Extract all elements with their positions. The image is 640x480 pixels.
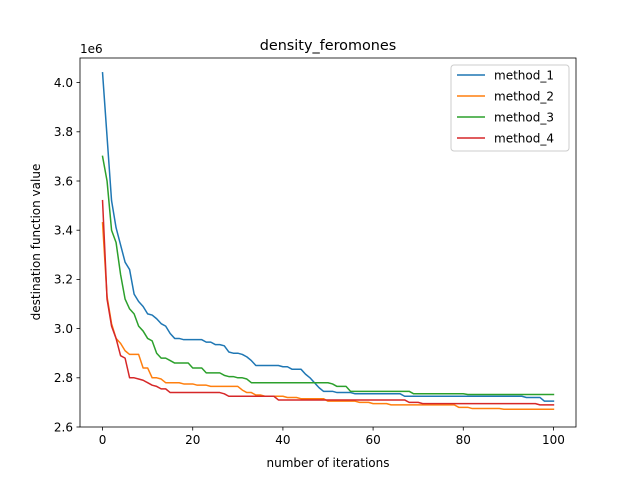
y-tick-label: 4.0 (54, 76, 73, 90)
y-offset-label: 1e6 (80, 42, 103, 56)
legend-label-method_3: method_3 (494, 110, 554, 124)
legend-label-method_4: method_4 (494, 131, 554, 145)
x-tick-label: 100 (542, 433, 565, 447)
chart-title: density_feromones (260, 38, 397, 54)
x-tick-label: 40 (275, 433, 290, 447)
x-axis-title: number of iterations (267, 456, 390, 470)
y-tick-label: 3.6 (54, 174, 73, 188)
x-tick-label: 0 (99, 433, 107, 447)
y-tick-label: 2.6 (54, 420, 73, 434)
y-tick-label: 3.4 (54, 224, 73, 238)
series-line-method_4 (101, 199, 555, 406)
y-tick-label: 2.8 (54, 371, 73, 385)
x-tick-label: 80 (456, 433, 471, 447)
legend-box (450, 64, 570, 152)
series-line-method_2 (101, 222, 555, 411)
legend-label-method_2: method_2 (494, 89, 554, 103)
series-line-method_1 (101, 71, 555, 402)
plot-area: 0 20 40 60 80 100 2.6 2.8 3.0 3.2 3.4 3.6 3.8 4.0 (54, 57, 577, 447)
y-axis-title: destination function value (29, 164, 43, 321)
series-line-method_3 (101, 155, 555, 396)
y-tick-label: 3.0 (54, 322, 73, 336)
x-tick-label: 60 (365, 433, 380, 447)
plot-frame (79, 57, 577, 428)
legend-label-method_1: method_1 (494, 68, 554, 82)
y-tick-label: 3.2 (54, 273, 73, 287)
series-group (101, 71, 555, 411)
x-tick-label: 20 (185, 433, 200, 447)
y-tick-label: 3.8 (54, 125, 73, 139)
legend: method_1 method_2 method_3 method_4 (450, 64, 570, 152)
